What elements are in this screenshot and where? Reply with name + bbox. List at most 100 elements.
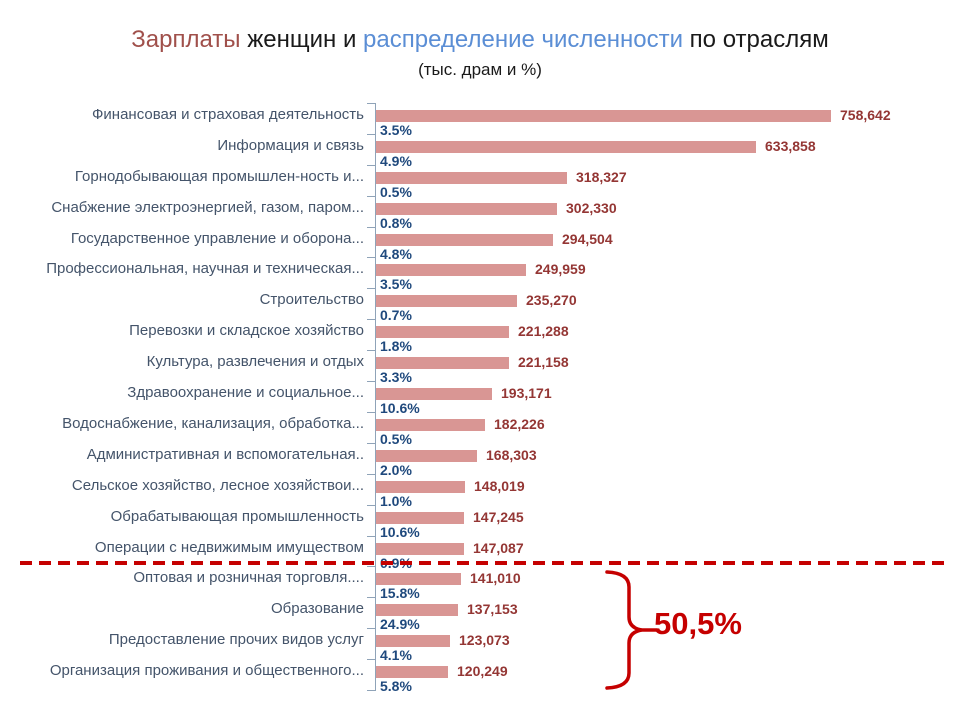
salary-bar [376,573,461,585]
salary-bar [376,388,492,400]
category-label: Операции с недвижимым имуществом [94,539,364,556]
salary-bar [376,450,477,462]
category-label: Образование [271,600,364,617]
axis-tick [367,566,376,567]
value-label: 318,327 [576,169,627,185]
group-brace [605,570,659,690]
axis-tick [367,597,376,598]
title-part-women: женщин и [240,26,364,53]
value-label: 249,959 [535,261,586,277]
category-label: Водоснабжение, канализация, обработка... [62,415,364,432]
percent-label: 10.6% [380,524,420,540]
value-label: 148,019 [474,478,525,494]
category-label: Предоставление прочих видов услуг [108,631,364,648]
category-label: Государственное управление и оборона... [70,230,364,247]
salary-bar [376,234,553,246]
category-label: Снабжение электроэнергией, газом, паром.… [51,199,364,216]
value-label: 182,226 [494,416,545,432]
value-label: 633,858 [765,138,816,154]
title-part-distribution: распределение численности [363,26,684,53]
axis-tick [367,690,376,691]
value-label: 168,303 [486,447,537,463]
salary-bar [376,295,517,307]
percent-label: 5.8% [380,678,412,694]
value-label: 137,153 [467,601,518,617]
category-axis-line [375,103,376,691]
salary-bar [376,264,526,276]
category-label: Организация проживания и общественного..… [49,662,364,679]
chart-title: Зарплаты женщин и распределение численно… [0,26,960,54]
axis-tick [367,350,376,351]
salary-bar [376,172,567,184]
category-label: Обрабатывающая промышленность [110,508,364,525]
percent-label: 3.5% [380,122,412,138]
percent-label: 3.3% [380,369,412,385]
percent-label: 4.9% [380,153,412,169]
axis-tick [367,505,376,506]
value-label: 123,073 [459,632,510,648]
axis-tick [367,381,376,382]
axis-tick [367,196,376,197]
axis-tick [367,474,376,475]
salary-bar [376,604,458,616]
percent-label: 0.8% [380,215,412,231]
category-label: Здравоохранение и социальное... [127,384,364,401]
group-share-label: 50,5% [654,606,742,641]
category-label: Культура, развлечения и отдых [146,353,364,370]
salary-bar [376,326,509,338]
axis-tick [367,659,376,660]
axis-tick [367,628,376,629]
category-label: Оптовая и розничная торговля.... [133,569,364,586]
category-label: Строительство [259,291,364,308]
axis-tick [367,288,376,289]
percent-label: 1.0% [380,493,412,509]
axis-tick [367,536,376,537]
salary-bar [376,512,464,524]
value-label: 120,249 [457,663,508,679]
value-label: 147,087 [473,540,524,556]
salary-bar [376,357,509,369]
category-label: Сельское хозяйство, лесное хозяйствои... [71,477,364,494]
title-part-salaries: Зарплаты [131,26,241,53]
percent-label: 24.9% [380,616,420,632]
axis-tick [367,443,376,444]
category-label: Финансовая и страховая деятельность [92,106,364,123]
category-label: Профессиональная, научная и техническая.… [46,260,364,277]
salary-bar [376,110,831,122]
value-label: 221,288 [518,323,569,339]
category-label: Информация и связь [217,137,364,154]
red-dashed-separator-line [20,561,948,565]
percent-label: 4.1% [380,647,412,663]
salary-bar [376,141,756,153]
value-label: 193,171 [501,385,552,401]
value-label: 294,504 [562,231,613,247]
category-label: Горнодобывающая промышлен-ность и... [74,168,364,185]
value-label: 221,158 [518,354,569,370]
percent-label: 0.5% [380,184,412,200]
title-part-industries: по отраслям [683,26,829,53]
salary-bar [376,481,465,493]
axis-tick [367,103,376,104]
salary-bar [376,666,448,678]
percent-label: 3.5% [380,276,412,292]
salary-bar [376,543,464,555]
value-label: 235,270 [526,292,577,308]
percent-label: 2.0% [380,462,412,478]
axis-tick [367,134,376,135]
percent-label: 0.7% [380,307,412,323]
category-label: Перевозки и складское хозяйство [129,322,364,339]
value-label: 758,642 [840,107,891,123]
axis-tick [367,227,376,228]
axis-tick [367,319,376,320]
salary-bar [376,419,485,431]
salary-bar [376,635,450,647]
value-label: 147,245 [473,509,524,525]
percent-label: 15.8% [380,585,420,601]
bar-chart-plot-area: Финансовая и страховая деятельность 3.5% 7… [0,103,960,694]
percent-label: 10.6% [380,400,420,416]
category-label: Административная и вспомогательная.. [86,446,364,463]
percent-label: 1.8% [380,338,412,354]
axis-tick [367,412,376,413]
percent-label: 4.8% [380,246,412,262]
